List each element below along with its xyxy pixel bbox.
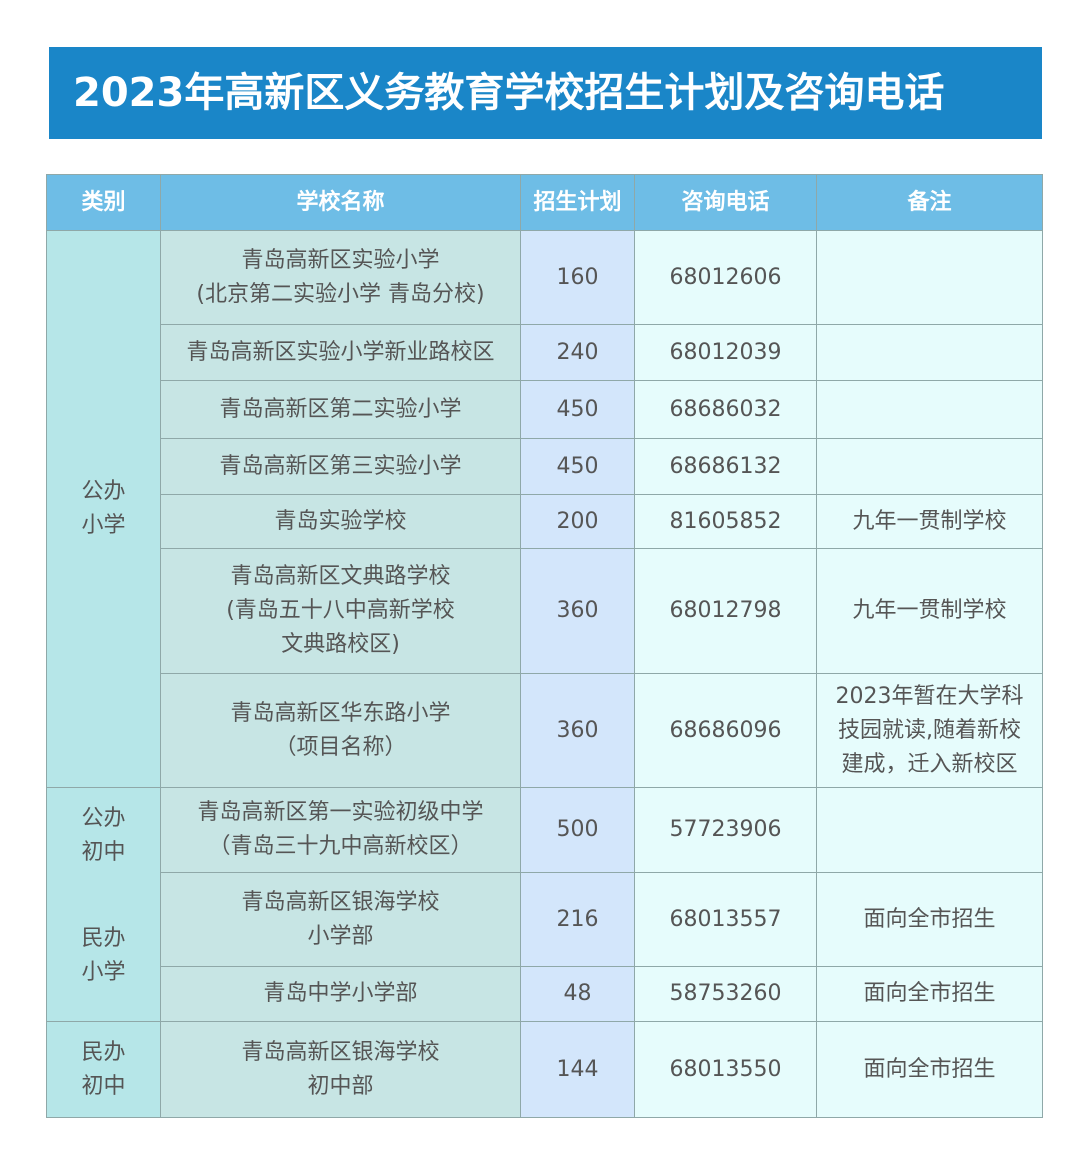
table-row: 青岛高新区实验小学新业路校区 240 68012039 — [47, 324, 1043, 381]
school-name: 青岛高新区银海学校 初中部 — [160, 1021, 521, 1118]
remark — [816, 787, 1043, 873]
remark — [816, 230, 1043, 325]
phone-number: 68686032 — [634, 380, 817, 439]
table-header: 类别 学校名称 招生计划 咨询电话 备注 — [46, 174, 1043, 231]
remark — [816, 324, 1043, 381]
enrollment-plan: 240 — [520, 324, 635, 381]
category-public-primary: 公办 小学 — [46, 230, 161, 788]
phone-number: 68013550 — [634, 1021, 817, 1118]
school-name: 青岛高新区文典路学校 (青岛五十八中高新学校 文典路校区) — [160, 548, 521, 674]
enrollment-plan: 200 — [520, 494, 635, 549]
enrollment-plan: 144 — [520, 1021, 635, 1118]
remark — [816, 380, 1043, 439]
table-row: 民办 初中 青岛高新区银海学校 初中部 144 68013550 面向全市招生 — [46, 1021, 1043, 1118]
enrollment-plan: 360 — [520, 548, 635, 674]
remark: 面向全市招生 — [816, 966, 1043, 1022]
remark: 2023年暂在大学科 技园就读,随着新校 建成，迁入新校区 — [816, 673, 1043, 788]
table-row: 青岛实验学校 200 81605852 九年一贯制学校 — [47, 494, 1043, 549]
table-row: 青岛高新区银海学校 小学部 216 68013557 面向全市招生 — [47, 872, 1043, 967]
table-row: 青岛中学小学部 48 58753260 面向全市招生 — [47, 966, 1043, 1022]
enrollment-plan: 500 — [520, 787, 635, 873]
table-row: 青岛高新区华东路小学 （项目名称） 360 68686096 2023年暂在大学… — [47, 673, 1043, 788]
enrollment-plan: 450 — [520, 438, 635, 495]
phone-number: 68686132 — [634, 438, 817, 495]
school-name: 青岛高新区银海学校 小学部 — [160, 872, 521, 967]
enrollment-table: 类别 学校名称 招生计划 咨询电话 备注 公办 小学 青岛高新区实验小学 (北京第… — [46, 174, 1043, 1118]
table-row: 公办 小学 青岛高新区实验小学 (北京第二实验小学 青岛分校) 160 68012… — [46, 230, 1043, 788]
enrollment-plan: 450 — [520, 380, 635, 439]
phone-number: 58753260 — [634, 966, 817, 1022]
phone-number: 68686096 — [634, 673, 817, 788]
phone-number: 68012039 — [634, 324, 817, 381]
header-plan: 招生计划 — [520, 174, 635, 231]
header-phone: 咨询电话 — [634, 174, 817, 231]
remark — [816, 438, 1043, 495]
category-private-middle: 民办 初中 — [46, 1021, 161, 1118]
school-name: 青岛实验学校 — [160, 494, 521, 549]
school-name: 青岛高新区实验小学新业路校区 — [160, 324, 521, 381]
school-name: 青岛中学小学部 — [160, 966, 521, 1022]
school-name: 青岛高新区第三实验小学 — [160, 438, 521, 495]
table-row: 青岛高新区第三实验小学 450 68686132 — [47, 438, 1043, 495]
school-name: 青岛高新区实验小学 (北京第二实验小学 青岛分校) — [160, 230, 521, 325]
header-category: 类别 — [46, 174, 161, 231]
header-school: 学校名称 — [160, 174, 521, 231]
remark: 九年一贯制学校 — [816, 548, 1043, 674]
school-name: 青岛高新区第二实验小学 — [160, 380, 521, 439]
phone-number: 81605852 — [634, 494, 817, 549]
phone-number: 57723906 — [634, 787, 817, 873]
remark: 面向全市招生 — [816, 872, 1043, 967]
table-row: 青岛高新区文典路学校 (青岛五十八中高新学校 文典路校区) 360 680127… — [47, 548, 1043, 674]
table-row: 公办 初中 民办 小学 青岛高新区第一实验初级中学 （青岛三十九中高新校区） 50… — [46, 787, 1043, 1022]
school-name: 青岛高新区第一实验初级中学 （青岛三十九中高新校区） — [160, 787, 521, 873]
phone-number: 68012798 — [634, 548, 817, 674]
enrollment-plan: 48 — [520, 966, 635, 1022]
school-name: 青岛高新区华东路小学 （项目名称） — [160, 673, 521, 788]
remark: 九年一贯制学校 — [816, 494, 1043, 549]
remark: 面向全市招生 — [816, 1021, 1043, 1118]
enrollment-plan: 216 — [520, 872, 635, 967]
enrollment-plan: 160 — [520, 230, 635, 325]
header-note: 备注 — [816, 174, 1043, 231]
table-row: 青岛高新区第二实验小学 450 68686032 — [47, 380, 1043, 439]
category-private-primary: 民办 小学 — [81, 926, 126, 985]
page-title: 2023年高新区义务教育学校招生计划及咨询电话 — [49, 47, 1042, 139]
phone-number: 68013557 — [634, 872, 817, 967]
category-cell: 公办 初中 民办 小学 — [46, 787, 161, 1022]
category-public-middle: 公办 初中 — [81, 806, 126, 865]
enrollment-plan: 360 — [520, 673, 635, 788]
phone-number: 68012606 — [634, 230, 817, 325]
